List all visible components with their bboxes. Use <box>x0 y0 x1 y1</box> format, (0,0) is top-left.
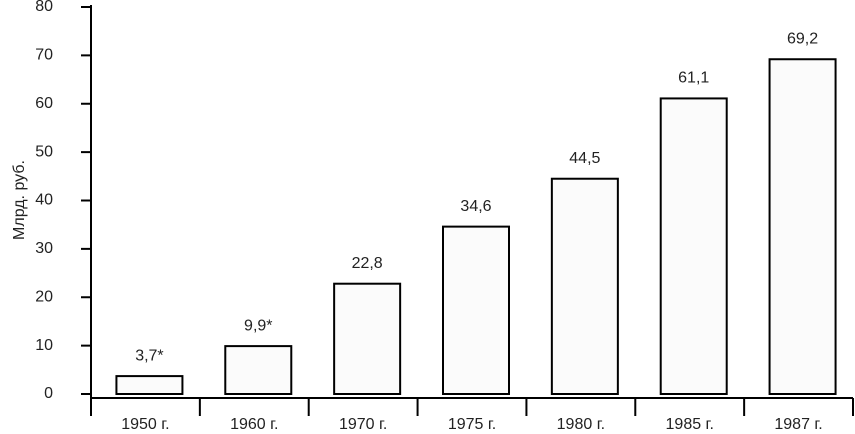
bar <box>442 225 510 395</box>
y-axis-label: Млрд. руб. <box>11 160 28 240</box>
value-label: 69,2 <box>787 30 818 47</box>
bar <box>659 97 728 396</box>
bar <box>224 345 293 396</box>
x-tick-label: 1987 г. <box>774 416 822 433</box>
bar <box>768 58 837 396</box>
bar <box>333 282 402 395</box>
y-tick-label: 40 <box>35 192 53 209</box>
x-tick-label: 1985 г. <box>666 416 714 433</box>
value-label: 22,8 <box>352 255 383 272</box>
x-tick-label: 1980 г. <box>557 416 605 433</box>
y-tick-label: 0 <box>44 385 53 402</box>
value-label: 44,5 <box>569 150 600 167</box>
x-tick-label: 1970 г. <box>339 416 387 433</box>
value-label: 3,7* <box>135 347 163 364</box>
x-tick-label: 1975 г. <box>448 416 496 433</box>
value-label: 61,1 <box>678 70 709 87</box>
y-tick-label: 70 <box>35 47 53 64</box>
value-label: 9,9* <box>244 317 272 334</box>
bar <box>115 375 184 396</box>
bar <box>550 177 619 395</box>
value-label: 34,6 <box>460 198 491 215</box>
y-tick-label: 80 <box>35 0 53 15</box>
y-tick-label: 50 <box>35 143 53 160</box>
x-tick-label: 1950 г. <box>121 416 169 433</box>
x-tick-label: 1960 г. <box>230 416 278 433</box>
y-tick-label: 20 <box>35 288 53 305</box>
y-tick-label: 10 <box>35 337 53 354</box>
y-tick-label: 30 <box>35 240 53 257</box>
y-tick-label: 60 <box>35 95 53 112</box>
